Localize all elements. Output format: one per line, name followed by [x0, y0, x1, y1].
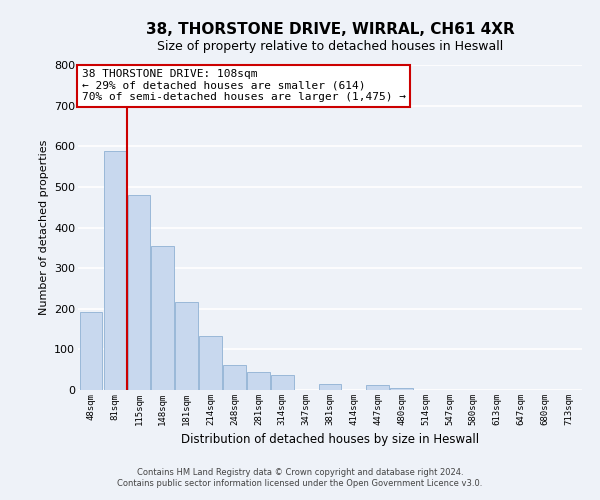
Bar	[367, 385, 389, 390]
Text: Contains HM Land Registry data © Crown copyright and database right 2024.
Contai: Contains HM Land Registry data © Crown c…	[118, 468, 482, 487]
Text: 38 THORSTONE DRIVE: 108sqm
← 29% of detached houses are smaller (614)
70% of sem: 38 THORSTONE DRIVE: 108sqm ← 29% of deta…	[82, 69, 406, 102]
Text: Size of property relative to detached houses in Heswall: Size of property relative to detached ho…	[157, 40, 503, 53]
Text: 38, THORSTONE DRIVE, WIRRAL, CH61 4XR: 38, THORSTONE DRIVE, WIRRAL, CH61 4XR	[146, 22, 514, 38]
Bar	[199, 336, 222, 390]
Bar	[80, 312, 103, 390]
Bar	[247, 372, 269, 390]
Bar	[151, 246, 174, 390]
Bar	[175, 302, 198, 390]
Bar	[271, 375, 293, 390]
X-axis label: Distribution of detached houses by size in Heswall: Distribution of detached houses by size …	[181, 434, 479, 446]
Bar	[391, 388, 413, 390]
Y-axis label: Number of detached properties: Number of detached properties	[38, 140, 49, 315]
Bar	[104, 151, 127, 390]
Bar	[319, 384, 341, 390]
Bar	[128, 194, 150, 390]
Bar	[223, 365, 246, 390]
